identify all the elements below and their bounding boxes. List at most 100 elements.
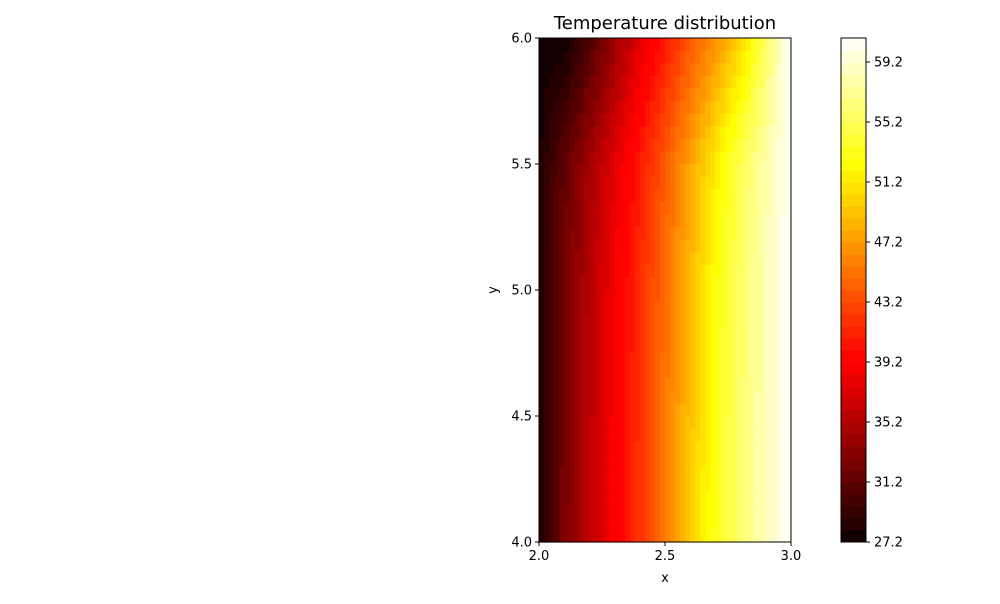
heatmap-cell bbox=[609, 138, 616, 152]
heatmap-cell bbox=[619, 516, 626, 530]
heatmap-cell bbox=[670, 75, 676, 89]
heatmap-cell bbox=[559, 38, 565, 52]
heatmap-cell bbox=[604, 75, 611, 89]
heatmap-cell bbox=[695, 378, 701, 392]
heatmap-cell bbox=[700, 428, 706, 442]
heatmap-cell bbox=[594, 277, 601, 291]
heatmap-cell bbox=[715, 290, 722, 304]
heatmap-cell bbox=[604, 176, 611, 190]
heatmap-cell bbox=[634, 529, 641, 543]
heatmap-cell bbox=[654, 315, 661, 329]
heatmap-cell bbox=[665, 126, 671, 140]
heatmap-cell bbox=[690, 302, 696, 316]
heatmap-cell bbox=[639, 340, 646, 354]
heatmap-cell bbox=[589, 365, 596, 379]
heatmap-cell bbox=[695, 403, 701, 417]
heatmap-cell bbox=[559, 252, 565, 266]
heatmap-cell bbox=[539, 277, 545, 291]
heatmap-cell bbox=[544, 227, 550, 241]
heatmap-cell bbox=[604, 378, 611, 392]
heatmap-cell bbox=[544, 403, 550, 417]
heatmap-cell bbox=[745, 479, 752, 493]
heatmap-cell bbox=[710, 491, 716, 505]
heatmap-cell bbox=[735, 290, 742, 304]
colorbar-tick-label: 43.2 bbox=[874, 296, 903, 311]
heatmap-cell bbox=[745, 491, 752, 505]
heatmap-cell bbox=[624, 378, 631, 392]
heatmap-cell bbox=[624, 390, 631, 404]
heatmap-cell bbox=[785, 189, 792, 203]
heatmap-cell bbox=[730, 151, 737, 165]
heatmap-cell bbox=[549, 189, 555, 203]
heatmap-cell bbox=[544, 466, 550, 480]
heatmap-cell bbox=[685, 38, 691, 52]
heatmap-cell bbox=[670, 227, 676, 241]
heatmap-cell bbox=[609, 516, 616, 530]
heatmap-cell bbox=[544, 252, 550, 266]
heatmap-cell bbox=[554, 403, 560, 417]
heatmap-cell bbox=[619, 340, 626, 354]
heatmap-cell bbox=[559, 491, 565, 505]
heatmap-cell bbox=[629, 214, 636, 228]
heatmap-cell bbox=[730, 38, 737, 52]
heatmap-cell bbox=[755, 466, 762, 480]
heatmap-cell bbox=[755, 403, 762, 417]
heatmap-cell bbox=[705, 189, 711, 203]
heatmap-cell bbox=[780, 214, 787, 228]
heatmap-cell bbox=[730, 126, 737, 140]
heatmap-cell bbox=[564, 479, 570, 493]
heatmap-cell bbox=[760, 164, 767, 178]
heatmap-cell bbox=[609, 126, 616, 140]
heatmap-cell bbox=[720, 529, 727, 543]
heatmap-cell bbox=[569, 365, 575, 379]
heatmap-cell bbox=[700, 516, 706, 530]
heatmap-cell bbox=[609, 428, 616, 442]
heatmap-cell bbox=[775, 491, 782, 505]
heatmap-cell bbox=[665, 113, 671, 127]
heatmap-cell bbox=[720, 277, 727, 291]
heatmap-cell bbox=[710, 453, 716, 467]
heatmap-cell bbox=[634, 277, 641, 291]
heatmap-cell bbox=[755, 390, 762, 404]
heatmap-cell bbox=[770, 201, 777, 215]
heatmap-cell bbox=[765, 416, 772, 430]
heatmap-cell bbox=[785, 201, 792, 215]
heatmap-cell bbox=[780, 327, 787, 341]
heatmap-cell bbox=[649, 378, 656, 392]
heatmap-cell bbox=[730, 340, 737, 354]
heatmap-cell bbox=[680, 227, 686, 241]
heatmap-cell bbox=[760, 302, 767, 316]
heatmap-cell bbox=[644, 302, 651, 316]
heatmap-cell bbox=[680, 491, 686, 505]
heatmap-cell bbox=[559, 113, 565, 127]
heatmap-cell bbox=[745, 101, 752, 115]
heatmap-cell bbox=[695, 390, 701, 404]
heatmap-cell bbox=[725, 151, 732, 165]
heatmap-cell bbox=[715, 327, 722, 341]
heatmap-cell bbox=[675, 441, 681, 455]
heatmap-cell bbox=[564, 453, 570, 467]
heatmap-cell bbox=[730, 416, 737, 430]
heatmap-cell bbox=[569, 101, 575, 115]
colorbar-band bbox=[841, 398, 866, 411]
heatmap-cell bbox=[670, 365, 676, 379]
heatmap-cell bbox=[750, 302, 757, 316]
colorbar-band bbox=[841, 518, 866, 531]
heatmap-cell bbox=[725, 416, 732, 430]
heatmap-cell bbox=[579, 390, 585, 404]
heatmap-cell bbox=[589, 214, 596, 228]
heatmap-cell bbox=[609, 164, 616, 178]
heatmap-cell bbox=[685, 504, 691, 518]
heatmap-cell bbox=[564, 63, 570, 77]
heatmap-cell bbox=[634, 315, 641, 329]
x-axis-label: x bbox=[661, 571, 669, 586]
heatmap-cell bbox=[760, 390, 767, 404]
heatmap-cell bbox=[675, 264, 681, 278]
heatmap-cell bbox=[634, 38, 641, 52]
heatmap-cell bbox=[659, 403, 666, 417]
heatmap-cell bbox=[715, 101, 722, 115]
heatmap-cell bbox=[609, 327, 616, 341]
heatmap-cell bbox=[594, 101, 601, 115]
heatmap-cell bbox=[624, 113, 631, 127]
heatmap-cell bbox=[629, 113, 636, 127]
